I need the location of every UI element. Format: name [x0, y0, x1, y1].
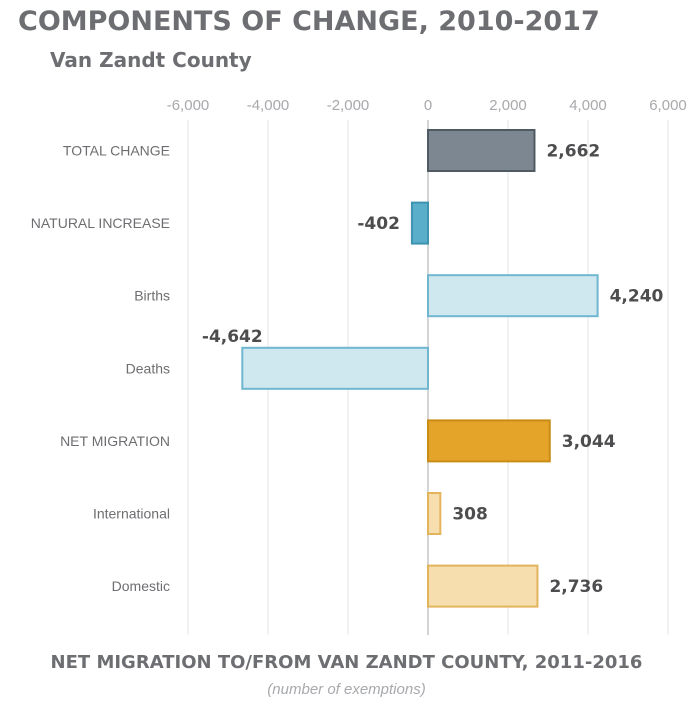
data-label: 2,736	[549, 577, 603, 597]
x-tick-label: 6,000	[649, 97, 687, 114]
data-label: -4,642	[202, 327, 263, 347]
chart-title: COMPONENTS OF CHANGE, 2010-2017	[18, 6, 600, 37]
data-label: 3,044	[562, 432, 616, 452]
data-label: 2,662	[546, 142, 600, 162]
bar	[241, 346, 429, 390]
category-label: International	[93, 506, 170, 522]
x-tick-label: -6,000	[167, 97, 210, 114]
x-tick-label: 0	[424, 97, 432, 114]
category-label: NET MIGRATION	[60, 433, 170, 449]
data-label: -402	[357, 214, 400, 234]
bar	[427, 419, 551, 463]
category-label: TOTAL CHANGE	[63, 143, 170, 159]
category-label: Births	[134, 288, 170, 304]
bars	[241, 129, 599, 608]
x-tick-label: 2,000	[489, 97, 527, 114]
data-label: 308	[452, 505, 488, 525]
x-tick-label: 4,000	[569, 97, 607, 114]
x-tick-label: -4,000	[247, 97, 290, 114]
data-labels: 2,662 -402 4,240 -4,642 3,044 308 2,736	[202, 142, 664, 598]
category-label: Domestic	[112, 578, 170, 594]
bar	[427, 564, 539, 608]
bar	[427, 492, 442, 535]
bar	[427, 129, 536, 172]
bar	[427, 274, 599, 318]
bar	[410, 201, 430, 245]
data-label: 4,240	[610, 287, 664, 307]
x-axis-tick-labels: -6,000 -4,000 -2,000 0 2,000 4,000 6,000	[167, 97, 687, 114]
chart-subtitle: Van Zandt County	[50, 48, 252, 72]
x-tick-label: -2,000	[327, 97, 370, 114]
footer-note: (number of exemptions)	[267, 681, 426, 698]
category-label: NATURAL INCREASE	[31, 215, 170, 231]
footer-title: NET MIGRATION TO/FROM VAN ZANDT COUNTY, …	[50, 652, 643, 673]
category-label: Deaths	[126, 360, 170, 376]
category-labels: TOTAL CHANGE NATURAL INCREASE Births Deaths…	[31, 143, 170, 595]
